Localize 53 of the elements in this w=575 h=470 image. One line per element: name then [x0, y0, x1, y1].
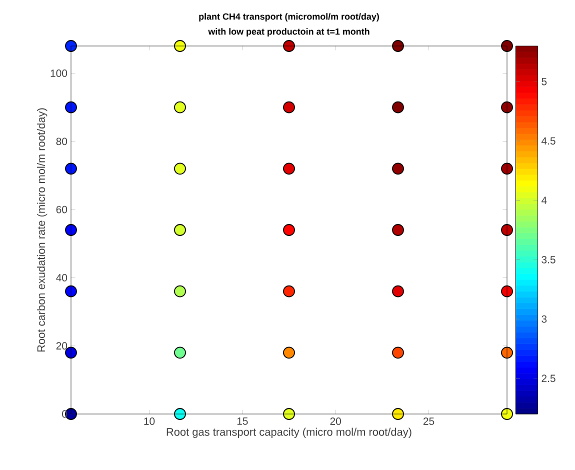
point	[501, 162, 513, 175]
point	[174, 162, 186, 175]
y-tick-label: 100	[50, 70, 68, 77]
point	[501, 224, 513, 236]
point	[283, 285, 295, 298]
point	[65, 285, 77, 298]
point	[65, 101, 77, 114]
point	[501, 408, 513, 420]
color-bar-label: 4.5	[541, 137, 556, 145]
point	[174, 408, 186, 420]
point	[392, 224, 404, 236]
y-tick-label: 80	[56, 138, 68, 146]
point	[392, 40, 404, 52]
point	[283, 40, 295, 52]
point	[283, 224, 295, 236]
color-bar-label: 4	[541, 196, 547, 204]
chart-subtitle: with low peat productoin at t=1 month	[208, 28, 370, 36]
point	[392, 346, 404, 359]
color-bar-label: 5	[542, 78, 547, 86]
color-bar-label: 3	[542, 315, 547, 323]
point	[501, 346, 513, 359]
color-bar-label: 2.5	[542, 374, 556, 382]
point	[174, 285, 186, 298]
point	[392, 162, 404, 175]
x-tick-label: 20	[330, 418, 341, 425]
point	[283, 162, 295, 175]
x-tick-label: 10	[144, 418, 155, 425]
x-tick-label: 15	[237, 418, 248, 425]
point	[501, 285, 513, 298]
point	[392, 101, 404, 114]
x-axis-title: Root gas transport capacity (micro mol/m root/day)	[166, 428, 412, 438]
point	[174, 346, 186, 359]
point	[283, 101, 295, 114]
color-bar-label: 3.5	[542, 256, 556, 264]
point	[283, 408, 295, 420]
point	[392, 285, 404, 298]
y-tick-label: 60	[56, 206, 68, 214]
point	[283, 346, 295, 359]
x-tick-label: 25	[423, 418, 434, 425]
y-tick-label: 40	[56, 274, 68, 282]
point	[65, 162, 77, 175]
point	[65, 224, 77, 236]
point	[174, 101, 186, 114]
point	[65, 346, 77, 359]
point	[174, 224, 186, 236]
point	[501, 40, 513, 52]
point	[501, 101, 513, 114]
point	[174, 40, 186, 52]
chart-title: plant CH4 transport (micromol/m root/day)	[199, 13, 379, 22]
y-axis-title: Root carbon exudation rate (micro mol/m root/day)	[36, 108, 48, 352]
point	[65, 40, 77, 52]
point	[392, 408, 404, 420]
y-tick-label: 20	[56, 342, 68, 350]
